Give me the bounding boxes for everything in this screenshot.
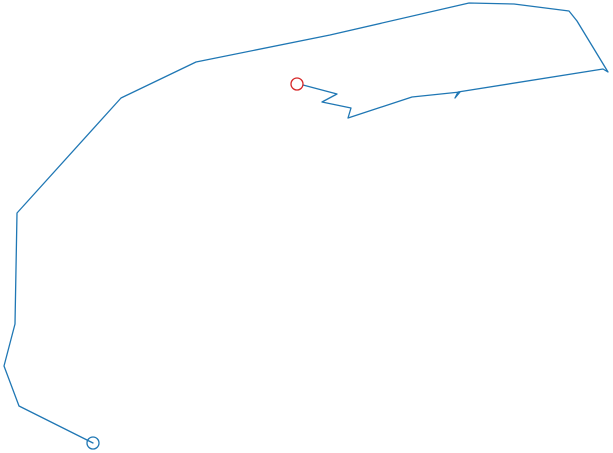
start-point-circle-icon <box>86 436 100 450</box>
end-point-circle-icon <box>290 77 304 91</box>
gesture-trace-path <box>3 2 609 444</box>
